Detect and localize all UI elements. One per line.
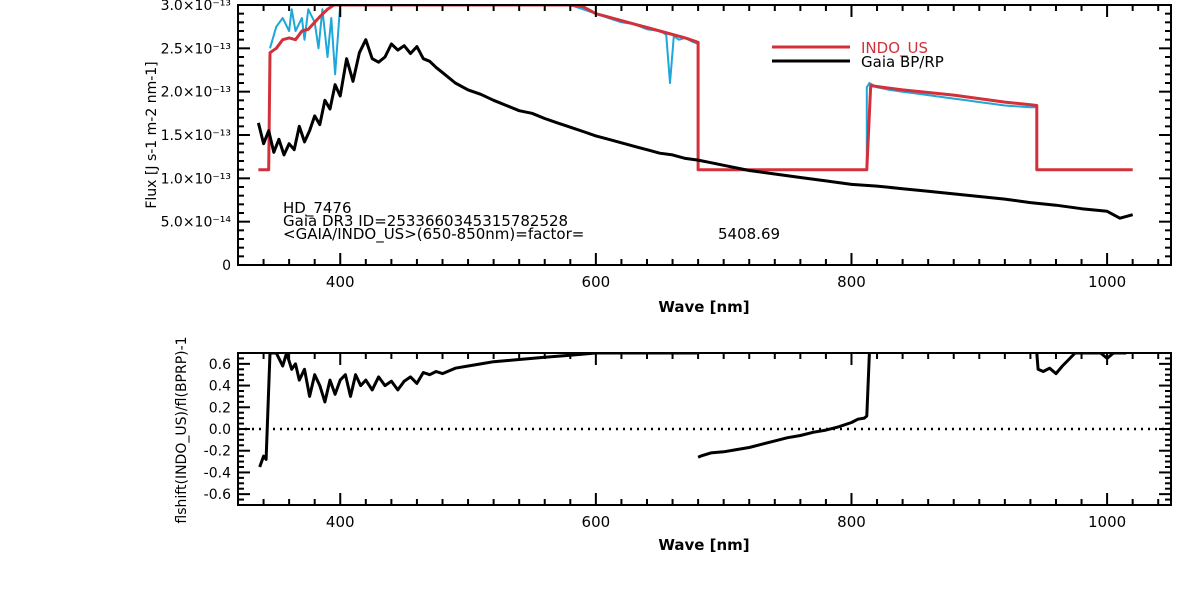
top-x-ticks: 400 600 800 1000 bbox=[237, 5, 1160, 291]
top-y-tick-label: 1.5×10⁻¹³ bbox=[161, 128, 231, 144]
top-y-tick-label: 1.0×10⁻¹³ bbox=[161, 171, 231, 187]
annotation-factor-label: <GAIA/INDO_US>(650-850nm)=factor= bbox=[283, 225, 584, 244]
top-series-line-0 bbox=[256, 38, 1134, 220]
top-y-tick-label: 3.0×10⁻¹³ bbox=[161, 0, 231, 14]
bottom-y-tick-label: -0.2 bbox=[204, 444, 231, 460]
top-y-axis-label: Flux [J s-1 m-2 nm-1] bbox=[144, 61, 160, 208]
bottom-y-tick-label: -0.4 bbox=[204, 465, 231, 481]
legend-label-gaia: Gaia BP/RP bbox=[861, 53, 944, 71]
top-series-line-1 bbox=[269, 6, 1038, 171]
top-series-line-2 bbox=[258, 6, 1133, 172]
bottom-x-ticks: 400 600 800 1000 bbox=[237, 353, 1160, 531]
top-plot-area bbox=[256, 6, 1134, 220]
top-x-tick-label: 400 bbox=[326, 273, 355, 291]
top-panel: 400 600 800 1000 0 5.0×10⁻¹⁴ 1.0×10⁻¹³ 1.5×10⁻… bbox=[144, 0, 1172, 316]
annotation-factor-value: 5408.69 bbox=[718, 225, 780, 243]
bottom-x-tick-label: 600 bbox=[582, 513, 611, 531]
legend-label-indo-us: INDO_US bbox=[861, 39, 928, 58]
bottom-y-tick-label: 0.2 bbox=[209, 400, 231, 416]
top-annotations: HD_7476 Gaia DR3 ID=2533660345315782528 … bbox=[283, 199, 780, 244]
bottom-y-ticks: -0.6 -0.4 -0.2 0.0 0.2 0.4 0.6 bbox=[204, 357, 1171, 506]
top-y-tick-label: 5.0×10⁻¹⁴ bbox=[161, 215, 232, 231]
top-y-tick-label: 0 bbox=[222, 258, 231, 274]
bottom-x-tick-label: 400 bbox=[326, 513, 355, 531]
bottom-y-axis-label: flshift(INDO_US)/fl(BPRP)-1 bbox=[174, 336, 190, 523]
top-y-tick-label: 2.0×10⁻¹³ bbox=[161, 85, 231, 101]
bottom-x-tick-label: 800 bbox=[837, 513, 866, 531]
bottom-series-line-1 bbox=[697, 354, 871, 459]
bottom-y-tick-label: 0.6 bbox=[209, 357, 231, 373]
annotation-star-name: HD_7476 bbox=[283, 199, 352, 218]
top-y-tick-label: 2.5×10⁻¹³ bbox=[161, 41, 231, 57]
top-x-tick-label: 1000 bbox=[1088, 273, 1126, 291]
bottom-x-axis-label: Wave [nm] bbox=[658, 536, 749, 554]
bottom-panel: 400 600 800 1000 -0.6 -0.4 -0.2 0.0 0.2 0.4 0.6 W… bbox=[174, 336, 1172, 554]
bottom-series-line-2 bbox=[1035, 354, 1127, 376]
top-x-tick-label: 600 bbox=[582, 273, 611, 291]
annotation-gaia-id: Gaia DR3 ID=2533660345315782528 bbox=[283, 212, 568, 230]
top-legend: INDO_US Gaia BP/RP bbox=[772, 39, 944, 71]
top-x-tick-label: 800 bbox=[837, 273, 866, 291]
bottom-series-line-0 bbox=[258, 354, 699, 468]
bottom-x-tick-label: 1000 bbox=[1088, 513, 1126, 531]
bottom-y-tick-label: -0.6 bbox=[204, 487, 231, 503]
top-x-axis-label: Wave [nm] bbox=[658, 298, 749, 316]
bottom-y-tick-label: 0.4 bbox=[209, 379, 231, 395]
bottom-plot-area bbox=[239, 354, 1170, 468]
top-y-ticks: 0 5.0×10⁻¹⁴ 1.0×10⁻¹³ 1.5×10⁻¹³ 2.0×10⁻¹³ 2.5… bbox=[161, 0, 1171, 274]
bottom-y-tick-label: 0.0 bbox=[209, 422, 231, 438]
